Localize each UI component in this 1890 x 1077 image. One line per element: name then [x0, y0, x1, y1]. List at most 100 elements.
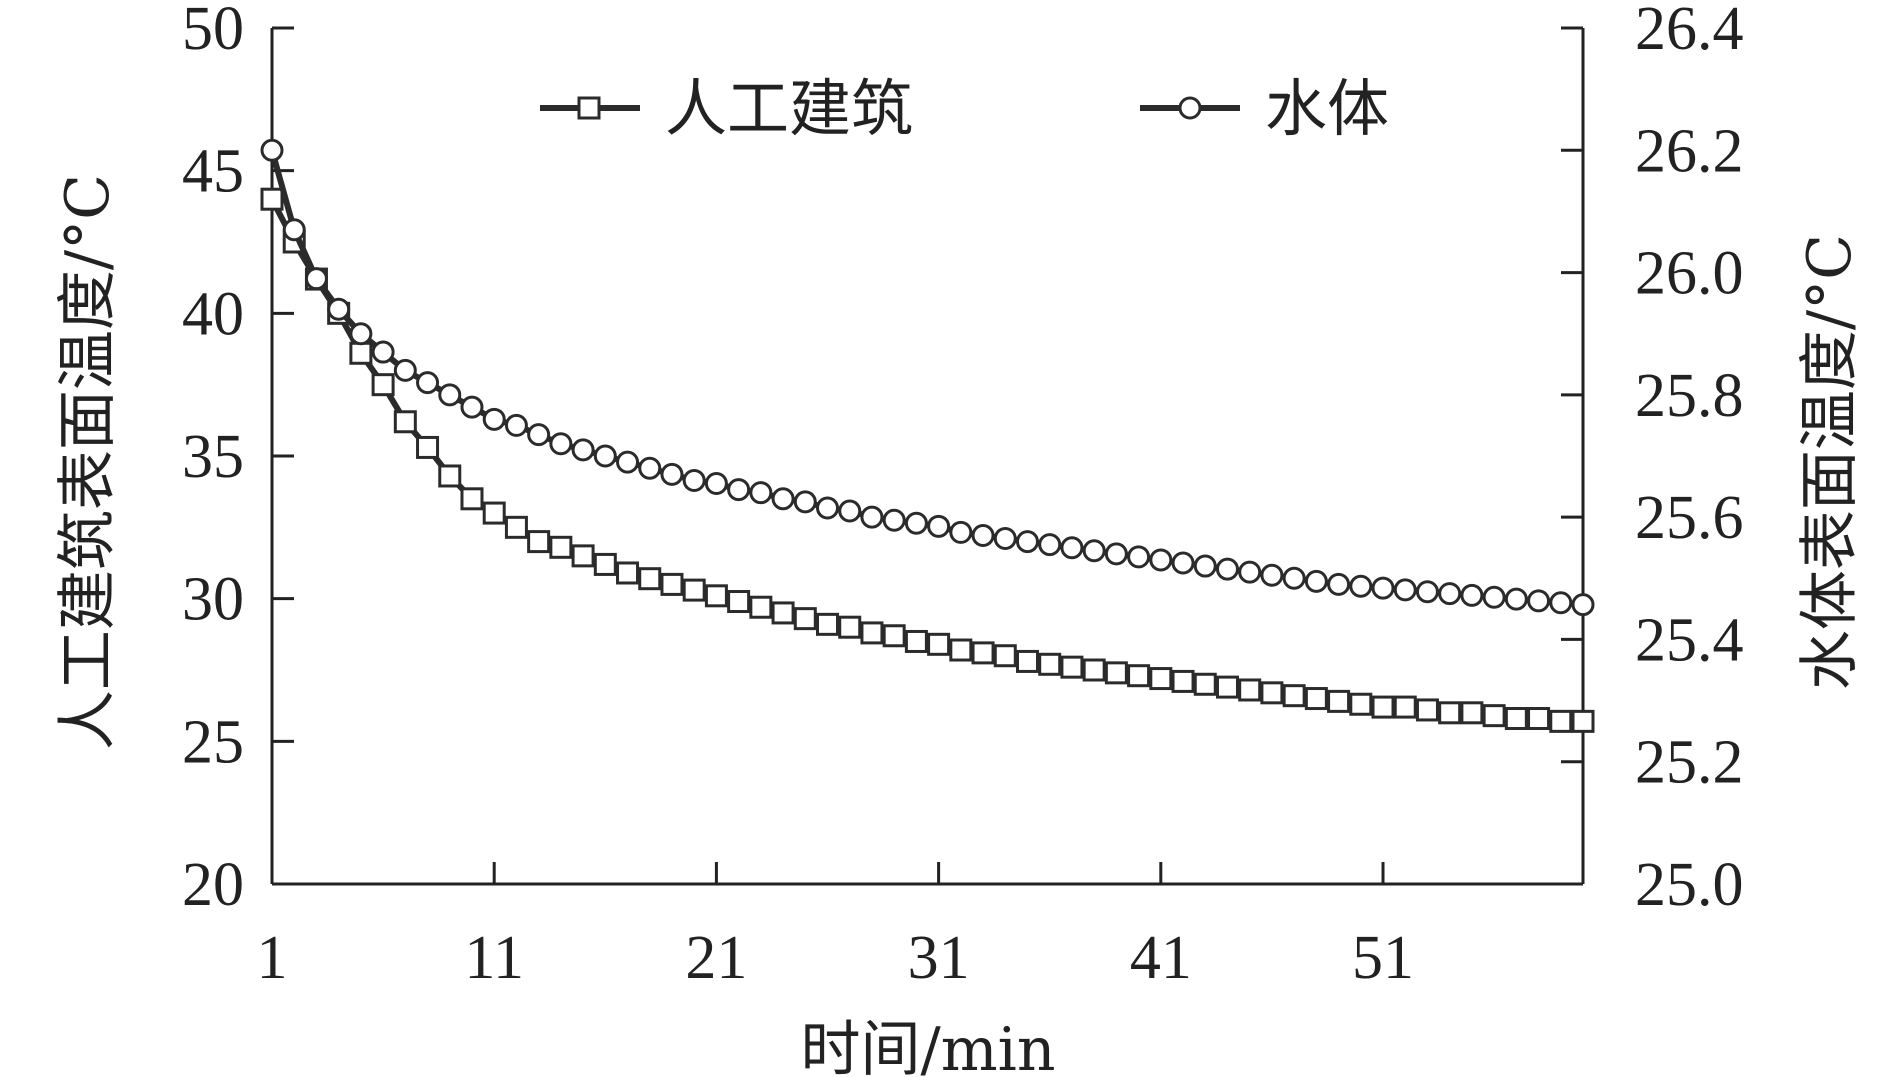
series-line-water — [269, 147, 1586, 608]
data-point-water — [438, 383, 462, 407]
data-point-building — [1460, 701, 1484, 725]
data-point-building — [460, 487, 484, 511]
data-point-building — [638, 567, 662, 591]
y-right-tick-label: 26.0 — [1635, 240, 1744, 308]
data-point-water — [949, 520, 973, 544]
y-left-tick-label: 35 — [182, 423, 244, 491]
data-point-building — [1104, 661, 1128, 685]
data-point-building — [1038, 652, 1062, 676]
data-point-building — [1504, 707, 1528, 731]
data-point-water — [371, 340, 395, 364]
data-point-building — [771, 601, 795, 625]
data-point-water — [549, 432, 573, 456]
data-point-water — [282, 218, 306, 242]
data-point-building — [549, 535, 573, 559]
data-point-water — [749, 481, 773, 505]
data-point-water — [1393, 578, 1417, 602]
data-point-building — [682, 578, 706, 602]
data-point-building — [1549, 709, 1573, 733]
y-left-tick-label: 45 — [182, 138, 244, 206]
y-left-tick-label: 20 — [182, 851, 244, 919]
data-point-building — [882, 624, 906, 648]
data-point-water — [838, 499, 862, 523]
data-point-building — [1482, 704, 1506, 728]
data-point-water — [727, 478, 751, 502]
y-left-tick-label: 30 — [182, 566, 244, 634]
data-point-water — [882, 508, 906, 532]
data-point-building — [1571, 709, 1595, 733]
data-point-water — [638, 456, 662, 480]
x-tick-label: 31 — [908, 924, 970, 992]
y-right-tick-label: 25.4 — [1635, 606, 1744, 674]
data-point-water — [1327, 572, 1351, 596]
data-point-water — [1171, 551, 1195, 575]
data-point-water — [1349, 574, 1373, 598]
data-point-building — [438, 464, 462, 488]
x-tick-label: 1 — [257, 924, 288, 992]
data-point-water — [660, 462, 684, 486]
data-point-water — [816, 496, 840, 520]
data-point-water — [860, 505, 884, 529]
data-point-water — [1415, 580, 1439, 604]
data-point-water — [416, 371, 440, 395]
data-point-water — [993, 527, 1017, 551]
data-point-water — [793, 490, 817, 514]
data-point-building — [793, 607, 817, 631]
data-point-building — [1438, 701, 1462, 725]
data-point-building — [371, 373, 395, 397]
data-point-water — [1127, 545, 1151, 569]
data-point-building — [838, 615, 862, 639]
data-point-building — [949, 638, 973, 662]
x-tick-label: 21 — [685, 924, 747, 992]
data-point-water — [1104, 542, 1128, 566]
legend: 人工建筑 水体 — [540, 72, 1389, 145]
data-point-building — [1238, 678, 1262, 702]
y-right-tick-label: 25.0 — [1635, 851, 1744, 919]
data-point-water — [1015, 530, 1039, 554]
data-point-water — [1527, 589, 1551, 613]
legend-marker-water — [1178, 96, 1202, 120]
data-point-building — [260, 187, 284, 211]
data-point-building — [1304, 687, 1328, 711]
legend-marker-building — [577, 96, 601, 120]
data-point-water — [1482, 585, 1506, 609]
data-point-building — [971, 641, 995, 665]
x-axis-title: 时间/min — [801, 1015, 1056, 1077]
data-point-building — [904, 629, 928, 653]
axes: 20 25 30 35 40 45 50 25.0 25.2 25.4 25.6 25.8 26.0 26… — [182, 0, 1744, 992]
data-point-water — [1282, 566, 1306, 590]
x-tick-label: 41 — [1130, 924, 1192, 992]
data-point-building — [1082, 658, 1106, 682]
data-point-water — [393, 358, 417, 382]
data-point-building — [1015, 649, 1039, 673]
data-point-water — [1304, 569, 1328, 593]
data-point-building — [349, 341, 373, 365]
y-right-tick-label: 25.8 — [1635, 362, 1744, 430]
series-layer — [260, 138, 1595, 733]
data-point-building — [1171, 669, 1195, 693]
data-point-water — [1504, 587, 1528, 611]
data-point-building — [1282, 684, 1306, 708]
data-point-water — [1193, 554, 1217, 578]
data-point-building — [816, 612, 840, 636]
data-point-building — [660, 572, 684, 596]
data-point-building — [482, 501, 506, 525]
data-point-building — [1193, 672, 1217, 696]
y-axis-right-title: 水体表面温度/°C — [1795, 234, 1865, 690]
data-point-water — [927, 514, 951, 538]
data-point-building — [1349, 692, 1373, 716]
data-point-building — [616, 561, 640, 585]
data-point-building — [416, 435, 440, 459]
data-point-building — [1415, 698, 1439, 722]
data-point-water — [1215, 557, 1239, 581]
data-point-water — [571, 438, 595, 462]
data-point-water — [1571, 593, 1595, 617]
data-point-water — [527, 423, 551, 447]
data-point-building — [993, 644, 1017, 668]
data-point-water — [460, 395, 484, 419]
y-left-tick-label: 25 — [182, 708, 244, 776]
data-point-building — [1371, 695, 1395, 719]
data-point-building — [860, 621, 884, 645]
y-right-tick-label: 26.2 — [1635, 117, 1744, 185]
data-point-water — [616, 450, 640, 474]
